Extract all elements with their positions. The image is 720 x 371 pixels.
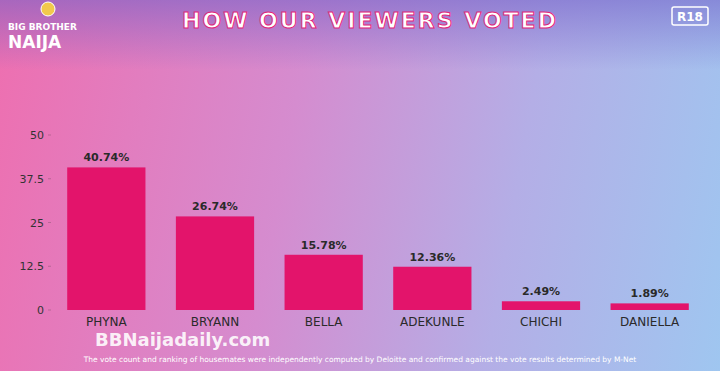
badge: R18 (677, 10, 703, 24)
y-tick-label: 50 (30, 129, 44, 142)
bar (285, 255, 363, 310)
y-tick (48, 135, 51, 136)
data-label: 40.74% (83, 151, 129, 164)
bar (393, 267, 471, 310)
y-tick (48, 266, 51, 267)
logo-eye (41, 2, 55, 16)
y-tick (48, 178, 51, 179)
chart: BIG BROTHERNAIJA HOW OUR VIEWERS VOTED R18… (0, 0, 720, 371)
bar (176, 216, 254, 310)
data-label: 12.36% (409, 251, 455, 264)
bar (67, 167, 145, 310)
y-tick-label: 25 (30, 217, 44, 230)
y-tick (48, 222, 51, 223)
title: HOW OUR VIEWERS VOTED (182, 8, 558, 33)
x-tick-label: PHYNA (86, 315, 128, 329)
x-tick-label: BELLA (305, 315, 343, 329)
bar (611, 303, 689, 310)
logo-text: BIG BROTHER (8, 22, 77, 32)
footnote: The vote count and ranking of housemates… (83, 355, 637, 364)
bars (67, 167, 689, 310)
y-tick-label: 12.5 (20, 260, 45, 273)
x-tick-label: ADEKUNLE (400, 315, 465, 329)
bar (502, 301, 580, 310)
x-tick-label: DANIELLA (620, 315, 680, 329)
logo-text: NAIJA (8, 32, 62, 52)
x-tick-label: BRYANN (191, 315, 239, 329)
y-tick-label: 37.5 (20, 173, 45, 186)
badge-box (672, 7, 708, 25)
x-tick-label: CHICHI (520, 315, 562, 329)
page: {"chart_data": {"type": "bar", "title": … (0, 0, 720, 371)
data-label: 2.49% (522, 285, 560, 298)
data-label: 26.74% (192, 200, 238, 213)
header-band (0, 0, 720, 70)
watermark: BBNaijadaily.com (95, 329, 270, 350)
y-tick-label: 0 (37, 304, 44, 317)
y-tick (48, 310, 51, 311)
data-label: 1.89% (631, 287, 669, 300)
data-label: 15.78% (301, 239, 347, 252)
